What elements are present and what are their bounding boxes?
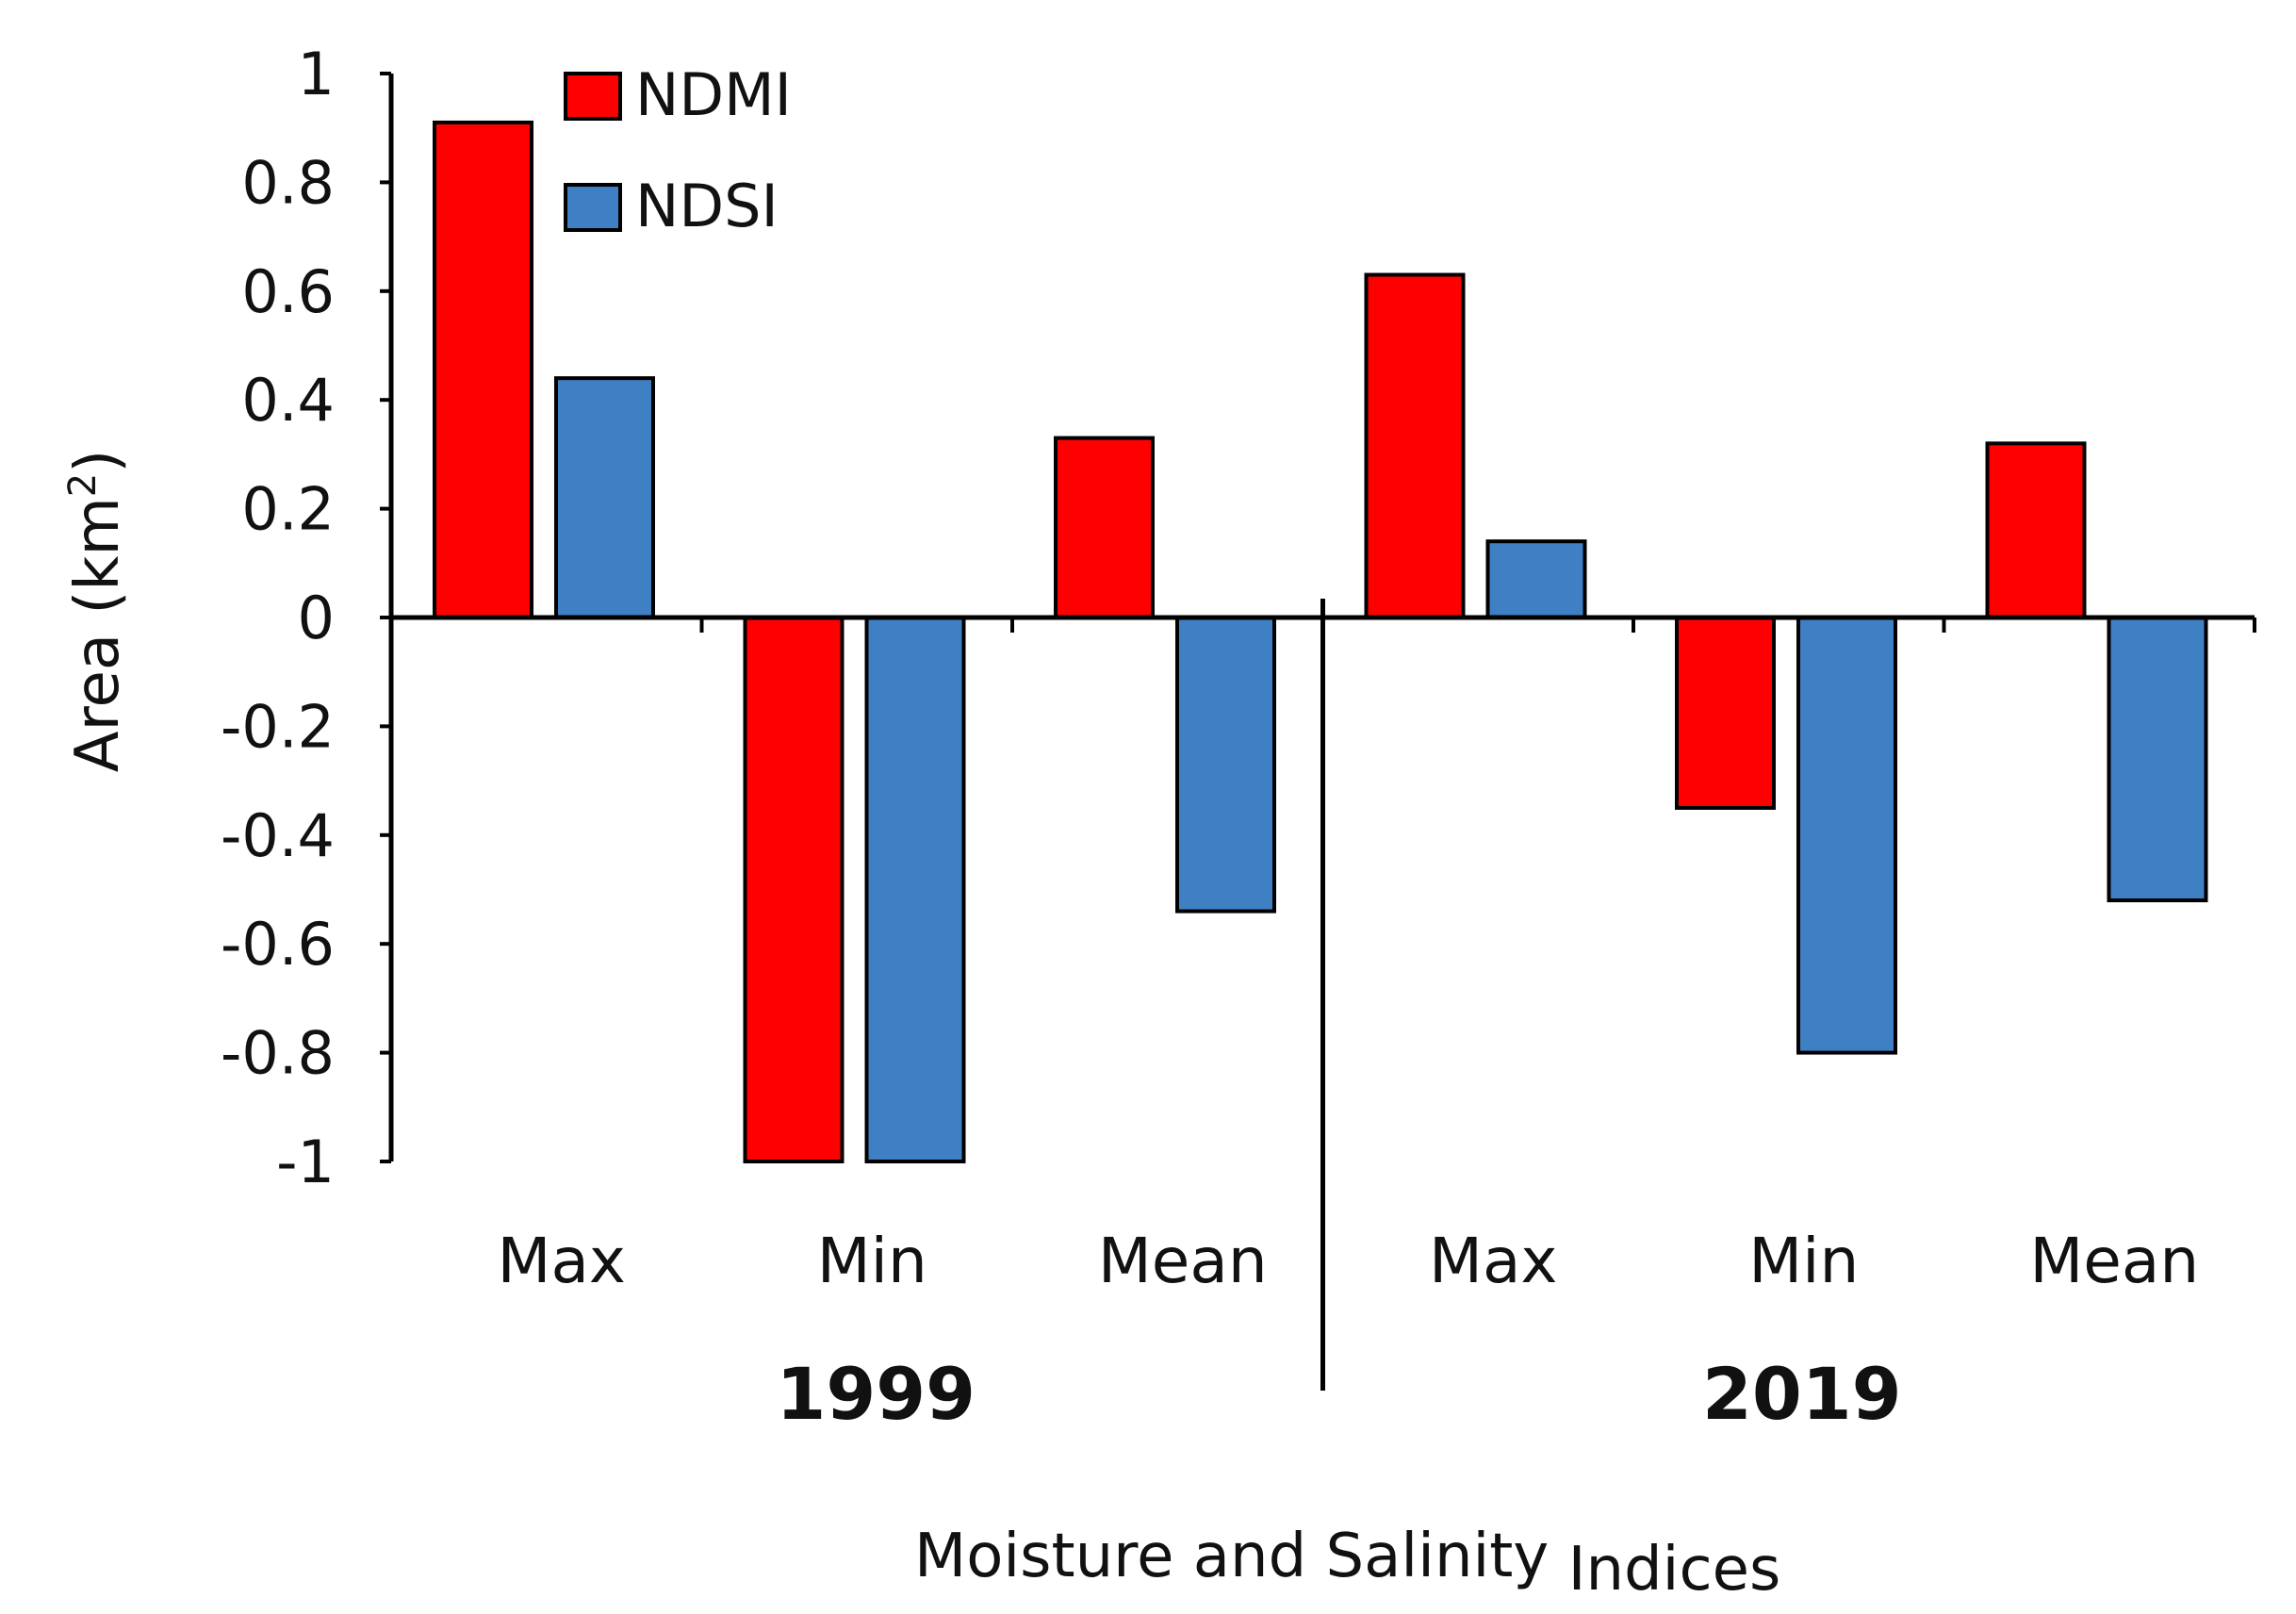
legend-label-ndsi: NDSI (635, 172, 779, 240)
bar-ndmi-mean-5[interactable] (1985, 441, 2087, 619)
y-tick-label: 0.2 (241, 475, 335, 544)
category-label-mean-5: Mean (2029, 1225, 2199, 1297)
bar-ndsi-mean-5[interactable] (2107, 616, 2208, 903)
y-tick-label: 0 (298, 584, 335, 652)
group-label-2019: 2019 (1702, 1352, 1902, 1436)
category-label-max-0: Max (498, 1225, 626, 1297)
legend-swatch-ndsi (564, 183, 622, 232)
category-label-min-4: Min (1748, 1225, 1859, 1297)
y-tick-label: -1 (276, 1128, 335, 1196)
y-tick-label: -0.8 (221, 1019, 335, 1088)
bar-ndmi-min-4[interactable] (1675, 616, 1776, 810)
bar-ndmi-min-1[interactable] (743, 616, 845, 1163)
bar-ndsi-mean-2[interactable] (1175, 616, 1276, 914)
bar-ndsi-min-4[interactable] (1796, 616, 1897, 1055)
y-tick-label: -0.2 (221, 692, 335, 761)
group-label-1999: 1999 (776, 1352, 976, 1436)
category-label-mean-2: Mean (1098, 1225, 1268, 1297)
y-tick-label: 1 (298, 40, 335, 108)
category-label-max-3: Max (1429, 1225, 1557, 1297)
legend-label-ndmi: NDMI (635, 60, 792, 129)
x-axis-title: Moisture and Salinity Indices (914, 1522, 1780, 1605)
y-tick-label: 0.8 (241, 148, 335, 217)
legend-swatch-ndmi (564, 72, 622, 121)
y-tick-label: -0.4 (221, 801, 335, 870)
y-tick-label: -0.6 (221, 910, 335, 979)
y-tick-label: 0.6 (241, 257, 335, 326)
bar-ndmi-max-0[interactable] (433, 120, 533, 619)
bar-ndsi-max-3[interactable] (1485, 539, 1587, 619)
bar-ndsi-max-0[interactable] (554, 376, 655, 619)
bar-ndmi-max-3[interactable] (1364, 272, 1466, 619)
y-tick-label: 0.4 (241, 366, 335, 435)
category-label-min-1: Min (817, 1225, 927, 1297)
y-axis-title: Area (km2) (61, 450, 133, 772)
bar-ndsi-min-1[interactable] (864, 616, 966, 1163)
bar-ndmi-mean-2[interactable] (1054, 436, 1155, 619)
